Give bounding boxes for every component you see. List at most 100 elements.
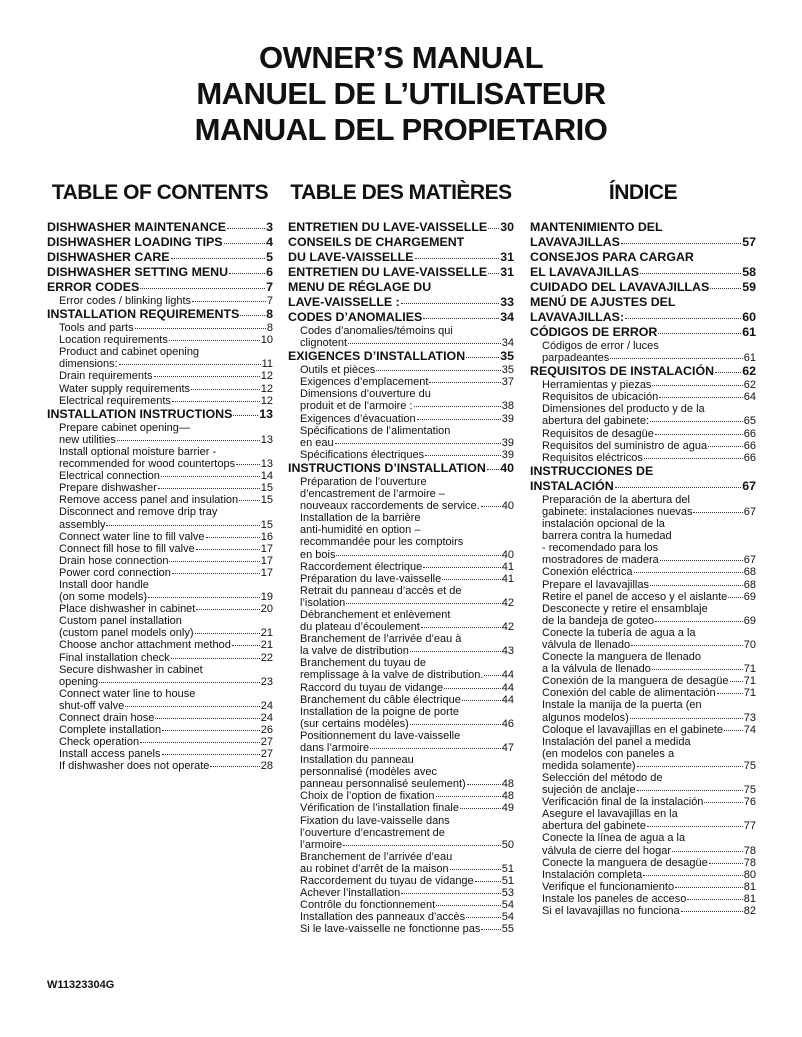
entry-text: l’ouverture d’encastrement de xyxy=(300,826,445,839)
entry-text: (sur certains modèles) xyxy=(300,717,409,730)
title: OWNER’S MANUAL xyxy=(258,40,544,75)
toc-entry: Conexión eléctrica 68 xyxy=(530,566,756,578)
page-number: 39 xyxy=(501,412,514,425)
entry-row: la valve de distribution 43 xyxy=(300,645,514,657)
entry-text: Exigences d’évacuation xyxy=(300,412,416,425)
entry-text: l’isolation xyxy=(300,596,346,609)
toc-entry: Drain requirements 12 xyxy=(47,370,273,382)
entry-row: new utilities 13 xyxy=(59,434,273,446)
page-number: 22 xyxy=(260,651,273,664)
entry-row: Requisitos eléctricos 66 xyxy=(542,452,756,464)
page-number: 10 xyxy=(260,334,273,347)
leader-dots xyxy=(226,228,266,229)
leader-dots xyxy=(416,418,501,420)
entry-row: l’isolation 42 xyxy=(300,597,514,609)
entry-row: panneau personnalisé seulement) 48 xyxy=(300,778,514,790)
toc-entry: Spécifications de l’alimentation en eau 39 xyxy=(288,425,514,449)
toc-entry: Complete installation 26 xyxy=(47,724,273,736)
leader-dots xyxy=(614,486,742,488)
entry-row: ENTRETIEN DU LAVE-VAISSELLE 31 xyxy=(288,265,514,280)
toc-column: ÍNDICE MANTENIMIENTO DEL LAVAVAJILLAS 57 CON… xyxy=(530,180,756,917)
entry-row: DISHWASHER LOADING TIPS 4 xyxy=(47,235,273,250)
entry-text: Power cord connection xyxy=(59,566,171,579)
leader-dots xyxy=(400,303,500,304)
entry-row: ERROR CODES 7 xyxy=(47,280,273,295)
toc-entry: Installation des panneaux d’accès 54 xyxy=(288,911,514,923)
page-number: 64 xyxy=(743,391,756,404)
entry-text: Verificación final de la instalación xyxy=(542,796,704,809)
entry-text: sujeción de anclaje xyxy=(542,784,636,797)
page-number: 70 xyxy=(743,638,756,651)
entry-row: Spécifications électriques 39 xyxy=(300,449,514,461)
toc-entry: Positionnement du lave-vaisselle dans l’a… xyxy=(288,730,514,754)
entry-row: sujeción de anclaje 75 xyxy=(542,784,756,796)
entry-row: Check operation 27 xyxy=(59,736,273,748)
entry-text: new utilities xyxy=(59,433,116,446)
entry-text: Tools and parts xyxy=(59,322,134,335)
page-number: 39 xyxy=(501,448,514,461)
page-number: 7 xyxy=(266,295,273,307)
entry-text: en eau xyxy=(300,436,334,449)
entry-row: Verificación final de la instalación 76 xyxy=(542,796,756,808)
leader-dots xyxy=(484,675,501,677)
leader-dots xyxy=(125,705,260,707)
leader-dots xyxy=(376,370,501,372)
page-number: 20 xyxy=(260,603,273,616)
entry-row: Prepare el lavavajillas 68 xyxy=(542,579,756,591)
toc-column: TABLE OF CONTENTS DISHWASHER MAINTENANCE 3… xyxy=(47,180,273,772)
entry-text: Exigences d’emplacement xyxy=(300,376,429,389)
leader-dots xyxy=(625,318,742,319)
toc-entry: Choix de l’option de fixation 48 xyxy=(288,790,514,802)
leader-dots xyxy=(195,548,260,550)
entry-text: LAVE-VAISSELLE : xyxy=(288,295,400,309)
entry-row: dimensions: 11 xyxy=(59,358,273,370)
toc-entry: Install optional moisture barrier - recom… xyxy=(47,446,273,470)
entry-row: Place dishwasher in cabinet 20 xyxy=(59,603,273,615)
leader-dots xyxy=(233,414,259,416)
entry-row: INSTALLATION REQUIREMENTS 8 xyxy=(47,307,273,322)
toc-entry: Installation de la barrière anti-humidité… xyxy=(288,512,514,560)
entry-row: Raccord du tuyau de vidange 44 xyxy=(300,682,514,694)
entry-text: Codes d’anomalies/témoins qui xyxy=(300,325,453,337)
entry-text: CONSEILS DE CHARGEMENT xyxy=(288,235,465,249)
leader-dots xyxy=(140,742,260,744)
page-number: 6 xyxy=(266,265,273,279)
toc-entry: Préparation de l’ouverture d’encastrement… xyxy=(288,476,514,512)
leader-dots xyxy=(716,693,743,695)
leader-dots xyxy=(161,754,260,756)
entry-text: recommandée pour les comptoirs xyxy=(300,536,464,549)
page-number: 71 xyxy=(743,675,756,688)
leader-dots xyxy=(466,357,500,359)
entry-row: Installation des panneaux d’accès 54 xyxy=(300,911,514,923)
entry-row: du plateau d’écoulement 42 xyxy=(300,621,514,633)
entry-row: remplissage à la valve de distribution. 4… xyxy=(300,669,514,681)
entry-text: Asegure el lavavajillas en la xyxy=(542,808,678,821)
entry-row: INSTRUCTIONS D’INSTALLATION 40 xyxy=(288,461,514,476)
entry-text: MANTENIMIENTO DEL xyxy=(530,220,663,234)
entry-text: Requisitos eléctricos xyxy=(542,451,643,464)
entry-text: Coloque el lavavajillas en el gabinete xyxy=(542,723,724,736)
page-number: 76 xyxy=(743,796,756,809)
leader-dots xyxy=(231,645,260,647)
column-heading: ÍNDICE xyxy=(608,181,678,204)
entry-row: dans l’armoire 47 xyxy=(300,742,514,754)
toc-entry: Check operation 27 xyxy=(47,736,273,748)
page-number: 27 xyxy=(260,748,273,761)
entry-text: Desconecte y retire el ensamblaje xyxy=(542,602,708,615)
entry-text: Retrait du panneau d’accès et de xyxy=(300,584,462,597)
entry-text: CODES D’ANOMALIES xyxy=(288,310,423,324)
leader-dots xyxy=(423,566,501,568)
leader-dots xyxy=(116,439,260,441)
entry-text: Connect drain hose xyxy=(59,712,155,724)
leader-dots xyxy=(171,400,260,402)
entry-text: l’armoire xyxy=(300,838,343,851)
titles: OWNER’S MANUAL MANUEL DE L’UTILISATEUR MAN… xyxy=(0,40,802,148)
entry-text: Outils et pièces xyxy=(300,364,376,377)
toc-entry: Verifique el funcionamiento 81 xyxy=(530,881,756,893)
toc-entry: INSTALLATION REQUIREMENTS 8 xyxy=(47,307,273,322)
page-number: 66 xyxy=(743,439,756,452)
entry-row: Connect fill hose to fill valve 17 xyxy=(59,543,273,555)
leader-dots xyxy=(708,445,743,447)
toc-entry: Spécifications électriques 39 xyxy=(288,449,514,461)
toc-entry: Installation de la poigne de porte (sur c… xyxy=(288,706,514,730)
